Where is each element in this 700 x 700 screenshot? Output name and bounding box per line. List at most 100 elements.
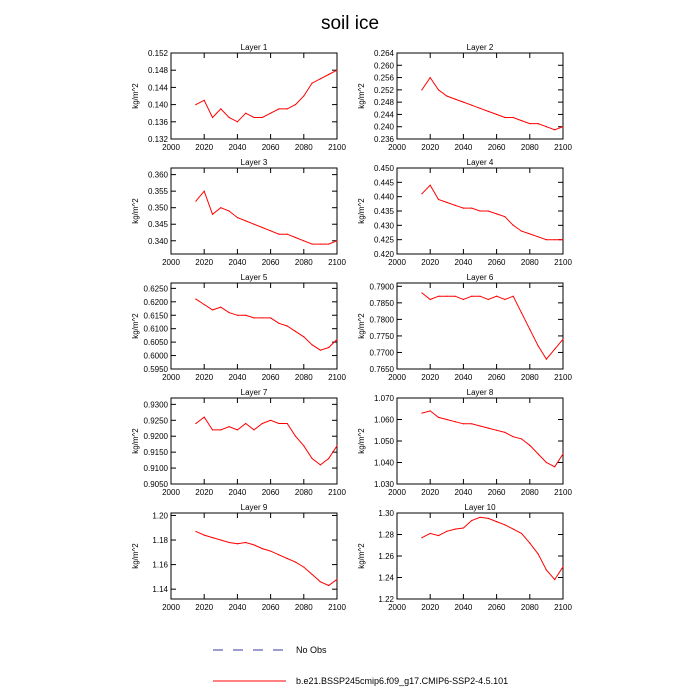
- y-tick-label: 1.070: [374, 394, 395, 403]
- y-tick-label: 0.6100: [144, 325, 169, 334]
- data-point: [462, 527, 464, 529]
- y-tick-label: 1.16: [152, 561, 168, 570]
- data-point: [421, 193, 423, 195]
- data-point: [228, 541, 230, 544]
- y-tick-label: 0.244: [374, 110, 395, 119]
- y-tick-label: 0.260: [374, 61, 395, 70]
- data-point: [545, 358, 548, 360]
- data-point: [286, 422, 288, 425]
- x-tick-label: 2040: [229, 143, 247, 152]
- data-point: [520, 230, 523, 232]
- data-point: [545, 239, 548, 241]
- data-point: [437, 416, 440, 418]
- y-tick-label: 0.6000: [144, 352, 169, 361]
- data-point: [471, 207, 473, 209]
- panel-title: Layer 9: [241, 503, 268, 512]
- data-point: [328, 73, 330, 76]
- data-point: [479, 516, 481, 518]
- data-point: [529, 542, 531, 544]
- x-tick-label: 2100: [328, 143, 346, 152]
- plot-frame: [170, 397, 338, 485]
- x-tick-label: 2060: [488, 258, 506, 267]
- data-point: [261, 548, 263, 550]
- data-point: [220, 306, 222, 308]
- y-tick-label: 0.6200: [144, 298, 169, 307]
- data-point: [487, 298, 489, 301]
- data-point: [261, 116, 263, 119]
- y-tick-label: 1.26: [378, 552, 394, 561]
- data-point: [236, 314, 238, 316]
- data-point: [512, 436, 514, 438]
- x-tick-label: 2020: [421, 258, 439, 267]
- plot-frame: [170, 512, 338, 600]
- data-point: [270, 230, 272, 232]
- data-point: [462, 298, 464, 301]
- data-point: [228, 210, 230, 212]
- data-point: [311, 82, 313, 84]
- data-point: [336, 578, 338, 580]
- data-point: [286, 108, 288, 110]
- x-tick-label: 2080: [521, 603, 539, 612]
- data-point: [537, 553, 539, 555]
- y-tick-label: 0.7650: [370, 365, 395, 374]
- x-tick-label: 2020: [195, 603, 213, 612]
- data-point: [421, 537, 423, 539]
- data-point: [294, 236, 297, 239]
- y-tick-label: 0.140: [148, 101, 169, 110]
- y-tick-label: 0.7750: [370, 332, 395, 341]
- x-tick-label: 2040: [229, 373, 247, 382]
- data-point: [520, 532, 523, 535]
- x-tick-label: 2020: [421, 373, 439, 382]
- plot-frame: [170, 167, 338, 255]
- y-axis-label: kg/m^2: [357, 83, 366, 109]
- data-point: [203, 534, 205, 536]
- data-point: [437, 534, 440, 537]
- x-tick-label: 2000: [162, 258, 180, 267]
- x-tick-label: 2100: [328, 258, 346, 267]
- data-point: [545, 569, 548, 571]
- data-point: [545, 126, 548, 128]
- data-point: [303, 445, 305, 447]
- data-point: [211, 116, 214, 119]
- panel-layer-4: Layer 4 0.420 0.425 0.430 0.435 0.440 0.445 0.4…: [357, 158, 572, 267]
- series-line: [421, 292, 564, 360]
- series-line: [195, 69, 338, 123]
- y-tick-label: 0.6150: [144, 311, 169, 320]
- x-tick-label: 2020: [195, 488, 213, 497]
- data-point: [236, 217, 238, 219]
- y-tick-label: 0.7700: [370, 348, 395, 357]
- y-tick-label: 0.132: [148, 135, 169, 144]
- x-tick-label: 2020: [195, 143, 213, 152]
- data-point: [195, 104, 197, 106]
- y-tick-label: 0.355: [148, 187, 169, 196]
- x-tick-label: 2080: [521, 373, 539, 382]
- data-point: [479, 295, 481, 297]
- y-tick-label: 0.360: [148, 171, 169, 180]
- data-point: [496, 295, 498, 297]
- y-tick-label: 0.9300: [144, 400, 169, 409]
- y-tick-label: 0.9200: [144, 432, 169, 441]
- y-tick-label: 0.248: [374, 98, 395, 107]
- y-tick-label: 1.22: [378, 595, 394, 604]
- x-tick-label: 2080: [295, 488, 313, 497]
- data-point: [554, 466, 556, 468]
- data-point: [286, 325, 288, 327]
- data-point: [195, 298, 197, 300]
- data-point: [294, 104, 297, 106]
- data-point: [270, 317, 272, 319]
- data-point: [446, 95, 448, 97]
- data-point: [529, 123, 531, 125]
- y-tick-label: 0.435: [374, 207, 395, 216]
- x-tick-label: 2060: [488, 603, 506, 612]
- x-tick-label: 2020: [421, 488, 439, 497]
- data-point: [211, 429, 214, 431]
- y-tick-label: 0.440: [374, 193, 395, 202]
- y-tick-label: 0.256: [374, 74, 395, 83]
- y-axis-label: kg/m^2: [131, 543, 140, 569]
- x-tick-label: 2040: [229, 258, 247, 267]
- data-point: [471, 519, 473, 522]
- data-point: [554, 129, 556, 131]
- data-point: [537, 453, 539, 455]
- data-point: [278, 322, 280, 324]
- data-point: [253, 544, 255, 546]
